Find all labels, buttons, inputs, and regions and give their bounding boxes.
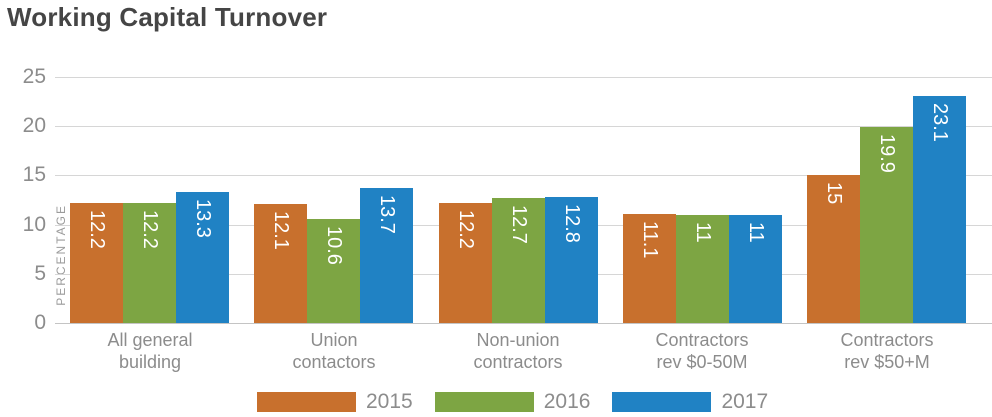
bar-2015-group4: 11.1 [623,214,676,323]
bar-value-label: 13.3 [192,199,214,238]
bar-2017-group2: 13.7 [360,188,413,323]
y-tick-label-20: 20 [22,114,46,137]
bar-value-label: 12.8 [561,204,583,243]
legend-item-2016: 2016 [434,390,591,413]
bar-value-label: 13.7 [376,195,398,234]
bar-2016-group1: 12.2 [123,203,176,323]
bar-value-label: 10.6 [323,226,345,265]
bar-value-label: 11.1 [639,221,661,259]
bar-2017-group4: 11 [729,215,782,323]
bar-value-label: 11 [745,222,767,243]
legend-swatch-2017 [612,391,712,412]
bar-2015-group1: 12.2 [70,203,123,323]
legend-item-2015: 2015 [257,391,413,412]
chart-title: Working Capital Turnover [7,2,328,32]
bar-2016-group4: 11 [676,215,729,323]
y-tick-label-0: 0 [34,311,46,334]
y-tick-label-25: 25 [22,65,46,88]
y-axis-title: PERCENTAGE [53,204,68,306]
bar-value-label: 12.7 [508,205,530,244]
bar-value-label: 12.2 [455,210,477,249]
bar-value-label: 12.2 [86,210,108,249]
gridline-0 [55,323,992,324]
legend-item-2017: 2017 [612,391,768,412]
x-category-label-2: Union contactors [292,330,376,372]
bar-2016-group5: 19.9 [860,127,913,323]
bar-value-label: 15 [823,182,845,205]
x-category-label-1: All general building [107,330,193,372]
bar-2016-group2: 10.6 [307,219,360,323]
bar-value-label: 12.1 [270,211,292,250]
bar-2017-group1: 13.3 [176,192,229,323]
y-tick-label-5: 5 [34,262,46,285]
legend-label-2017: 2017 [721,390,769,413]
bar-2015-group5: 15 [807,175,860,323]
bar-2015-group2: 12.1 [254,204,307,323]
gridline-20 [55,126,992,127]
bar-2016-group3: 12.7 [492,198,545,323]
y-tick-label-10: 10 [22,213,46,236]
bar-value-label: 19.9 [876,134,898,173]
bar-2017-group5: 23.1 [913,96,966,323]
bar-value-label: 11 [692,222,714,243]
x-category-label-3: Non-union contractors [473,330,563,372]
legend-swatch-2015 [257,391,356,412]
legend-label-2016: 2016 [543,390,591,413]
gridline-15 [55,175,992,176]
legend-label-2015: 2015 [366,390,413,413]
gridline-25 [55,77,992,78]
legend-swatch-2016 [434,391,534,412]
y-tick-label-15: 15 [22,163,46,186]
bar-value-label: 23.1 [929,103,951,142]
x-category-label-5: Contractors rev $50+M [840,330,934,372]
bar-2017-group3: 12.8 [545,197,598,323]
legend: 2015 2016 2017 [257,391,768,412]
bar-2015-group3: 12.2 [439,203,492,323]
bar-value-label: 12.2 [139,210,161,249]
x-category-label-4: Contractors rev $0-50M [655,330,749,372]
